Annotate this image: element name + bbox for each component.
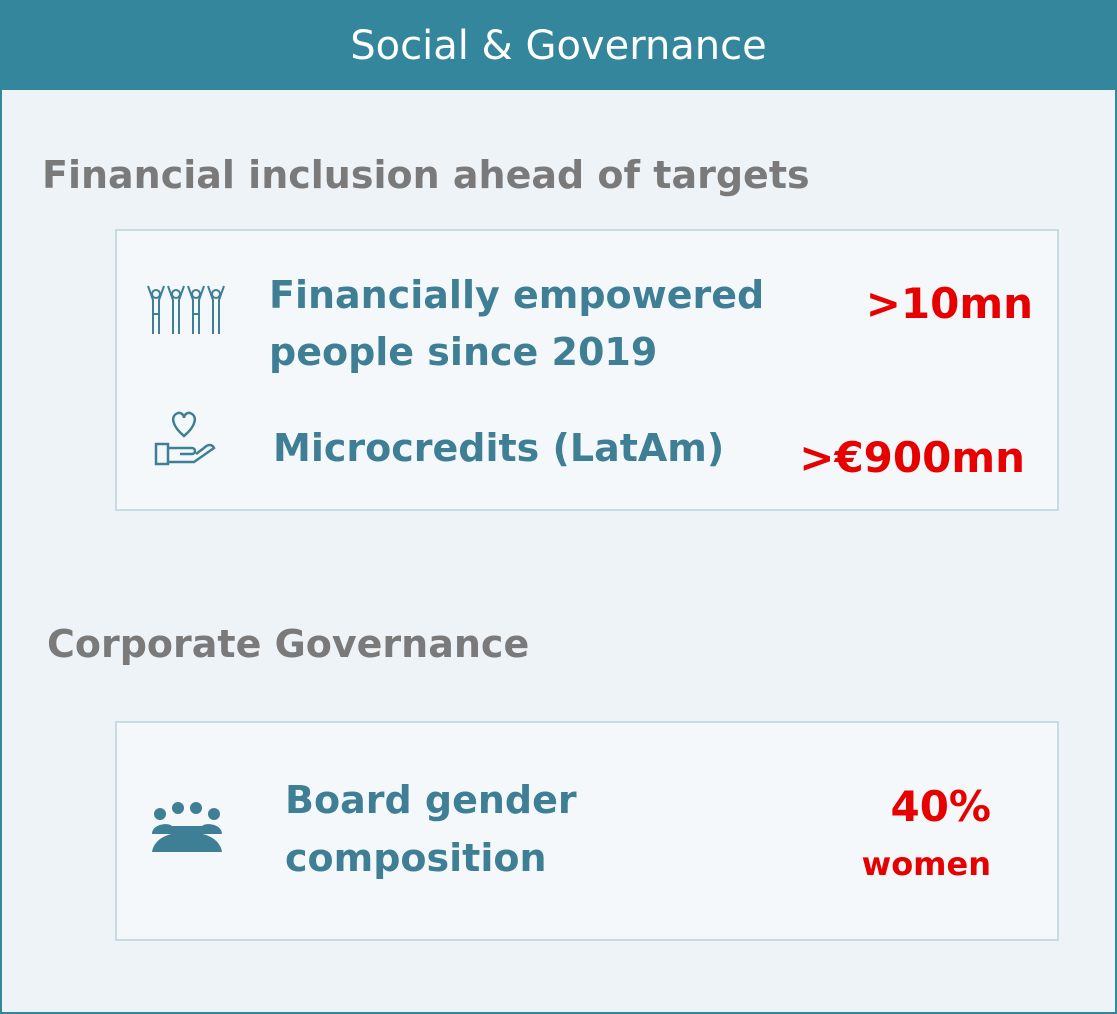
item-label: Microcredits (LatAm)	[273, 426, 725, 470]
section-title: Financial inclusion ahead of targets	[42, 153, 810, 197]
item-label: Financially empowered	[269, 273, 765, 317]
item-note: women	[861, 845, 991, 883]
item-label: composition	[285, 836, 547, 880]
item-value: >€900mn	[799, 433, 1025, 482]
card	[115, 229, 1059, 511]
item-label: Board gender	[285, 778, 577, 822]
item-label: people since 2019	[269, 330, 658, 374]
header-title: Social & Governance	[2, 2, 1115, 90]
item-value: >10mn	[865, 279, 1033, 328]
people-icon	[147, 285, 225, 334]
card	[115, 721, 1059, 941]
item-value: 40%	[890, 782, 991, 831]
hand-heart-icon	[154, 411, 216, 466]
section-title: Corporate Governance	[47, 622, 530, 666]
board-icon	[152, 802, 222, 852]
